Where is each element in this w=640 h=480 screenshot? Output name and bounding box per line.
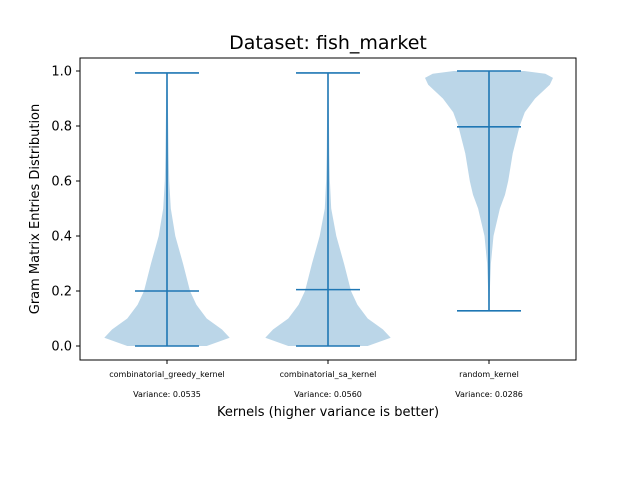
x-axis-label: Kernels (higher variance is better): [217, 405, 439, 420]
y-axis-label: Gram Matrix Entries Distribution: [28, 104, 43, 315]
axes-frame: [79, 57, 577, 361]
y-tick-label: 0.6: [51, 175, 72, 190]
x-tick-label: combinatorial_greedy_kernel: [109, 370, 225, 379]
y-tick-label: 0.0: [51, 340, 72, 355]
variance-label: Variance: 0.0560: [294, 390, 362, 399]
plot-area: 0.0 0.2 0.4 0.6 0.8 1.0 combinatorial_greedy_k…: [51, 65, 553, 399]
y-tick-label: 0.2: [51, 285, 72, 300]
y-tick-label: 1.0: [51, 65, 72, 80]
y-tick-label: 0.8: [51, 120, 72, 135]
y-tick-label: 0.4: [51, 230, 72, 245]
variance-label: Variance: 0.0535: [133, 390, 201, 399]
x-tick-label: combinatorial_sa_kernel: [280, 370, 377, 379]
variance-label: Variance: 0.0286: [455, 390, 523, 399]
x-tick-label: random_kernel: [459, 370, 519, 379]
chart-title: Dataset: fish_market: [229, 32, 427, 54]
